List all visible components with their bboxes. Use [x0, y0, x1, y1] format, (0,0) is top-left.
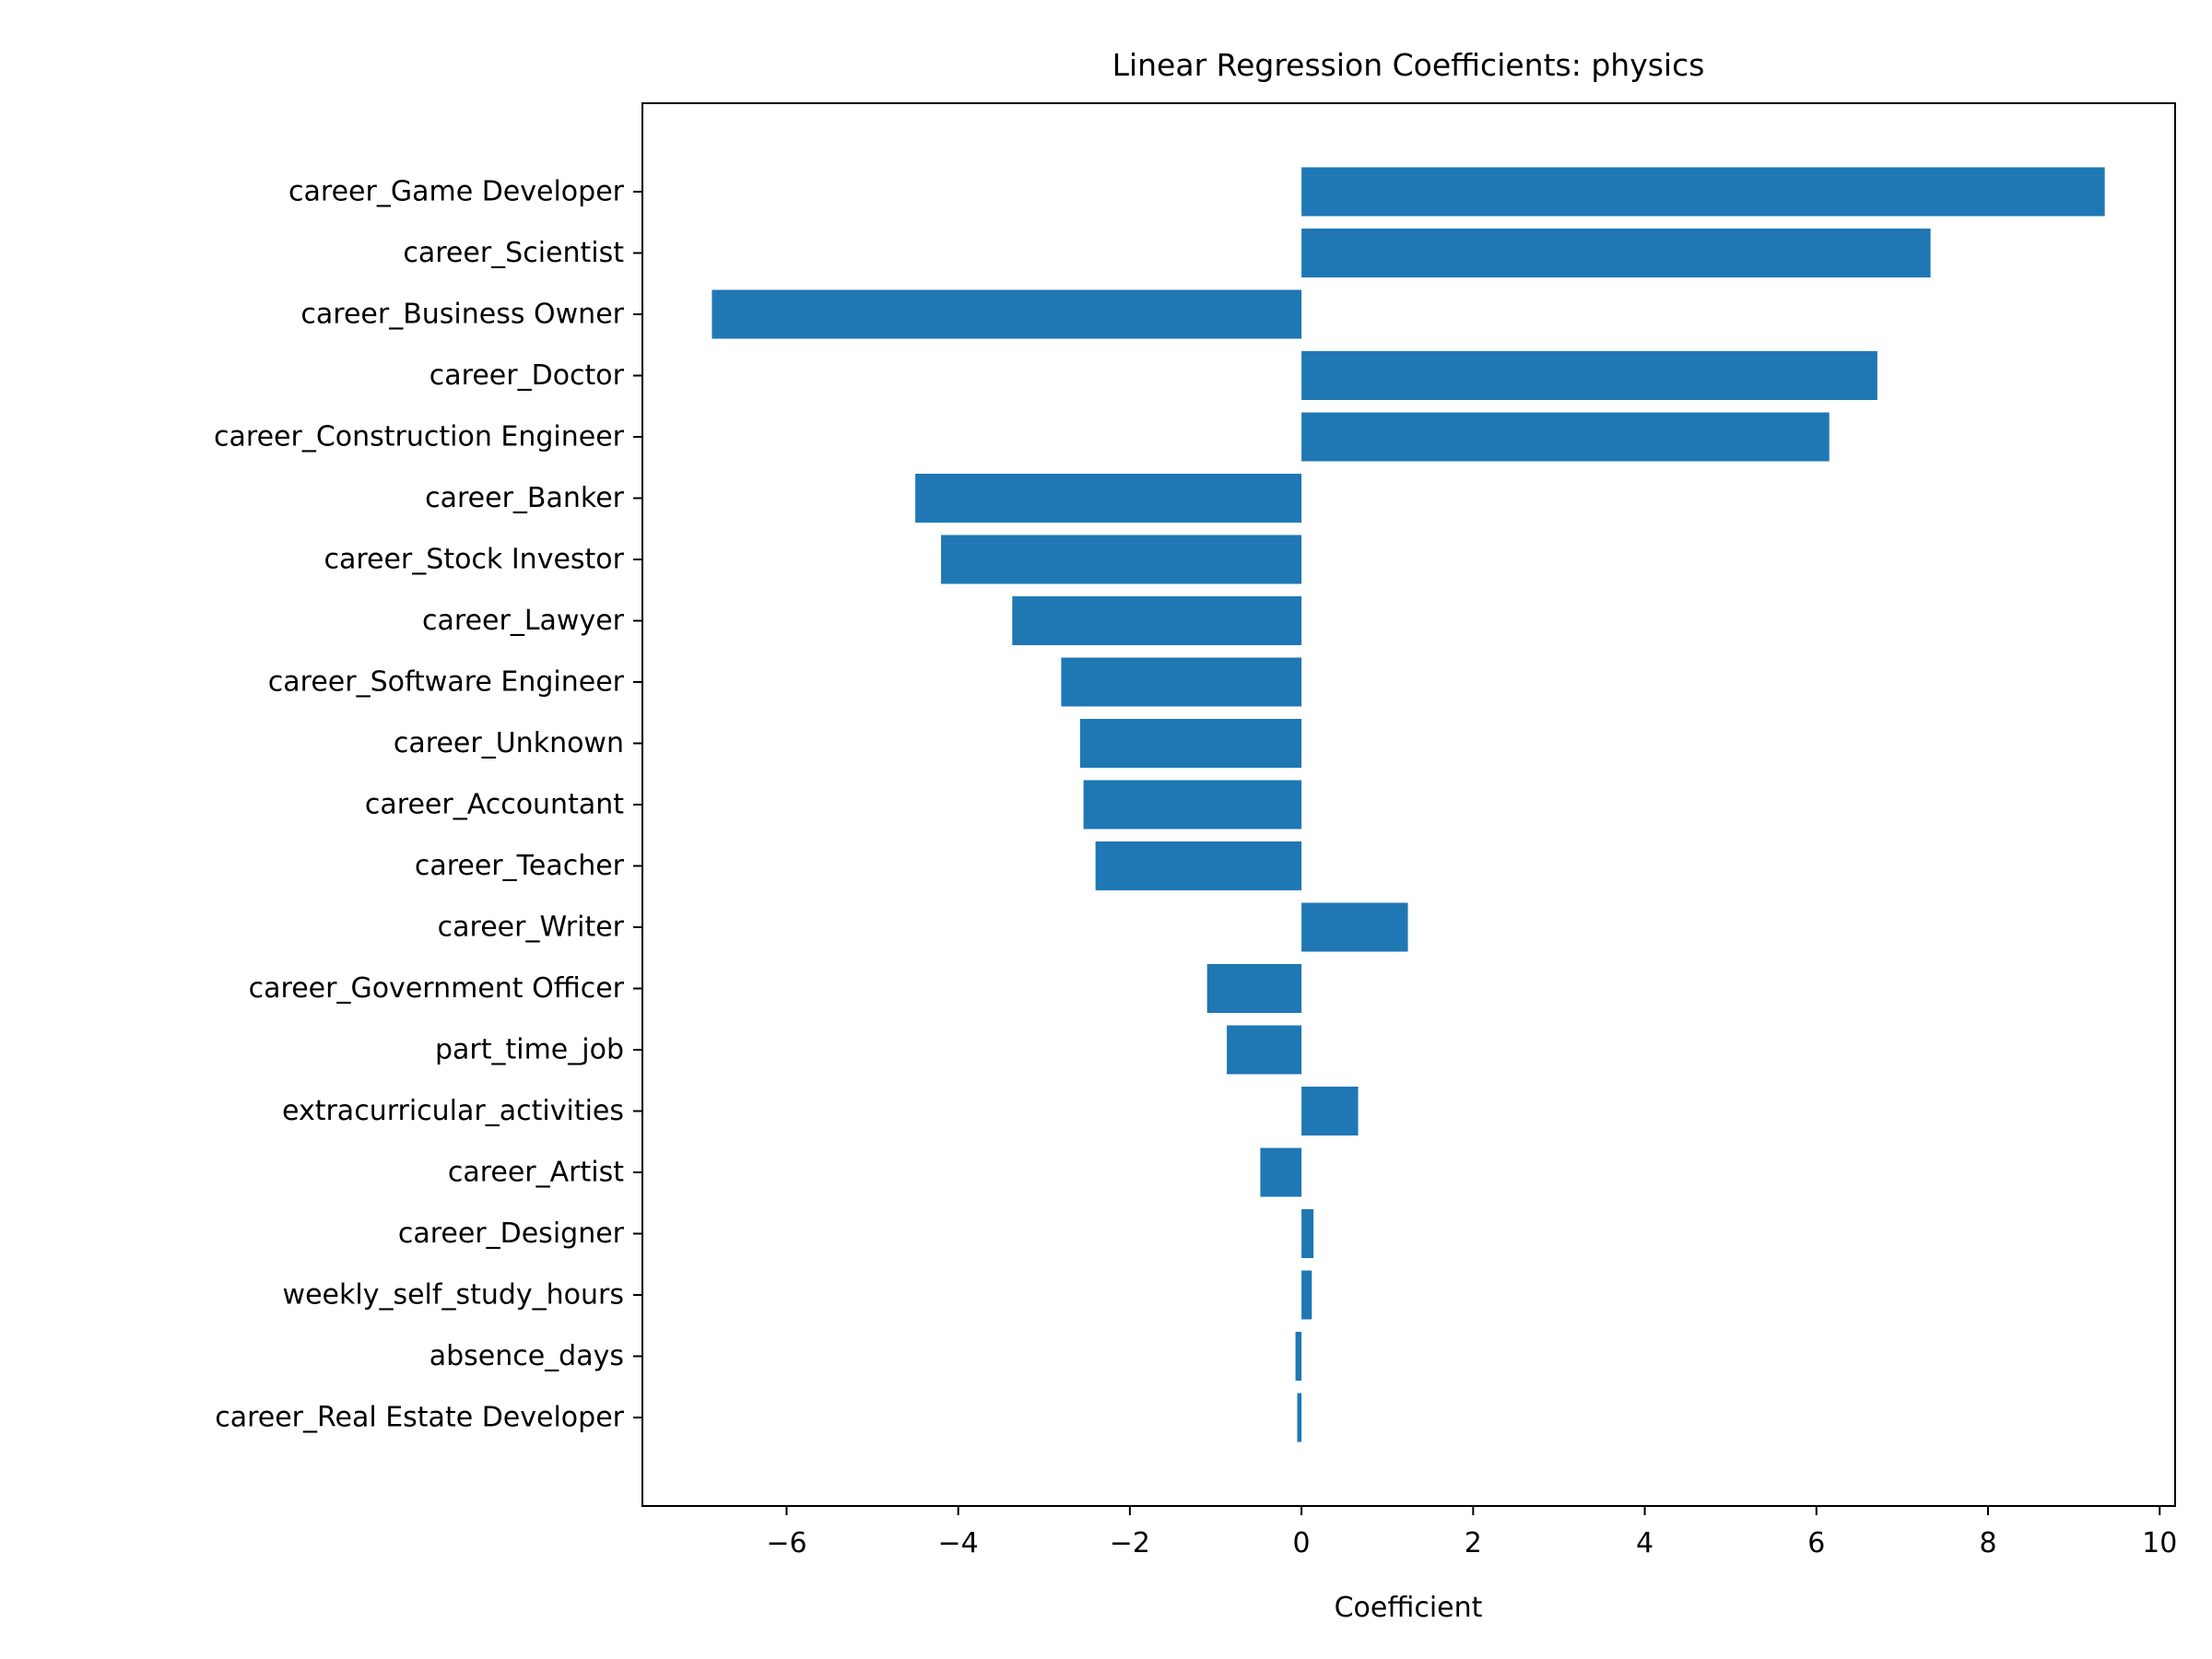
y-tick-label: career_Game Developer — [288, 176, 625, 208]
y-tick-label: part_time_job — [435, 1034, 624, 1066]
y-tick-label: career_Designer — [398, 1218, 625, 1250]
bar — [1301, 412, 1830, 462]
x-tick-label: 10 — [2142, 1527, 2177, 1559]
y-tick-label: career_Scientist — [403, 237, 624, 269]
bar — [1095, 841, 1302, 890]
bar — [1301, 167, 2105, 217]
bars-group — [712, 167, 2105, 1442]
plot-frame — [641, 102, 2176, 1507]
bar — [1301, 1209, 1314, 1258]
x-axis-label: Coefficient — [1335, 1592, 1483, 1624]
bar — [1297, 1393, 1302, 1442]
y-tick-label: career_Banker — [425, 482, 625, 514]
x-tick-label: −6 — [766, 1527, 806, 1559]
x-tick-label: 2 — [1465, 1527, 1482, 1559]
y-tick-label: career_Teacher — [415, 850, 625, 882]
bar — [1012, 596, 1302, 645]
y-tick-label: absence_days — [429, 1340, 624, 1372]
x-tick-label: 4 — [1636, 1527, 1653, 1559]
x-tick-label: −2 — [1110, 1527, 1150, 1559]
x-tick-label: 0 — [1293, 1527, 1311, 1559]
x-axis: −6 −4 −2 0 2 4 6 8 10 — [766, 1506, 2177, 1559]
bar — [1079, 719, 1302, 768]
y-tick-label: career_Software Engineer — [268, 666, 625, 699]
bar — [1295, 1332, 1302, 1381]
y-tick-label: career_Accountant — [365, 789, 624, 821]
y-tick-label: career_Construction Engineer — [214, 421, 625, 453]
bar — [1301, 351, 1877, 400]
y-tick-label: career_Stock Investor — [324, 544, 624, 576]
bar — [1260, 1147, 1302, 1197]
bar — [915, 474, 1302, 523]
bar — [1301, 902, 1408, 952]
bar — [1083, 780, 1302, 830]
y-tick-label: career_Real Estate Developer — [215, 1402, 624, 1434]
y-tick-label: career_Lawyer — [422, 605, 625, 637]
bar — [1301, 229, 1931, 277]
bar — [1301, 1087, 1359, 1135]
x-tick-label: 6 — [1807, 1527, 1825, 1559]
x-tick-label: −4 — [938, 1527, 979, 1559]
bar — [1227, 1025, 1302, 1075]
bar — [941, 535, 1302, 584]
y-tick-label: career_Writer — [438, 912, 625, 944]
y-tick-label: career_Doctor — [429, 359, 625, 392]
y-axis: career_Game Developer career_Scientistcar… — [214, 176, 642, 1434]
y-tick-label: extracurricular_activities — [282, 1095, 624, 1127]
chart-title: Linear Regression Coefficients: physics — [1112, 47, 1705, 83]
y-tick-label: career_Government Officer — [249, 972, 625, 1005]
y-tick-label: career_Unknown — [394, 727, 624, 759]
bar — [1301, 1270, 1312, 1320]
bar — [1061, 657, 1302, 707]
y-tick-label: career_Business Owner — [300, 299, 624, 331]
bar — [1206, 964, 1302, 1013]
bar — [712, 289, 1302, 339]
x-tick-label: 8 — [1979, 1527, 1996, 1559]
y-tick-label: career_Artist — [448, 1157, 624, 1189]
y-tick-label: weekly_self_study_hours — [283, 1279, 624, 1312]
